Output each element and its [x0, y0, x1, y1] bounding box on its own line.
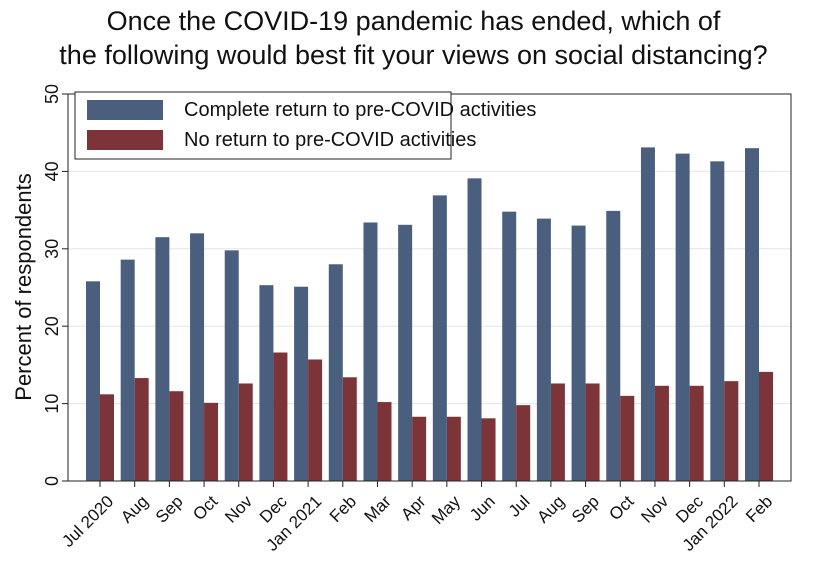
- chart-title-line-2: the following would best fit your views …: [59, 40, 768, 70]
- x-tick-label: Aug: [533, 492, 568, 527]
- x-tick-label: Mar: [361, 492, 395, 526]
- chart-title-line-1: Once the COVID-19 pandemic has ended, wh…: [106, 6, 721, 36]
- y-tick-label: 40: [42, 161, 62, 181]
- bar-no-return-16: [654, 385, 669, 481]
- y-tick-label: 0: [42, 476, 62, 486]
- bar-no-return-11: [481, 418, 496, 481]
- bar-no-return-9: [412, 416, 427, 481]
- x-tick-label: Feb: [742, 492, 776, 526]
- x-tick-label: Aug: [117, 492, 152, 527]
- bar-complete-return-11: [467, 178, 482, 481]
- x-tick-label: Jul 2020: [58, 492, 117, 551]
- x-tick-label: May: [428, 492, 464, 528]
- bar-no-return-12: [516, 405, 531, 481]
- bar-complete-return-8: [363, 222, 378, 481]
- bar-complete-return-0: [86, 281, 100, 481]
- x-tick-label: Sep: [152, 492, 187, 527]
- bar-complete-return-2: [155, 237, 170, 481]
- bar-no-return-10: [446, 416, 461, 481]
- legend-label-no-return: No return to pre-COVID activities: [184, 129, 476, 151]
- bar-complete-return-10: [432, 195, 447, 482]
- bar-complete-return-5: [259, 285, 274, 481]
- x-tick-label: Jul: [505, 492, 534, 521]
- bar-complete-return-4: [224, 250, 239, 481]
- bar-complete-return-13: [536, 218, 551, 481]
- bar-no-return-17: [689, 385, 704, 481]
- legend: Complete return to pre-COVID activities N…: [74, 91, 536, 160]
- bar-no-return-3: [204, 402, 219, 481]
- x-tick-label: Apr: [397, 492, 429, 524]
- bar-no-return-15: [620, 395, 635, 481]
- x-tick-label: Nov: [637, 492, 672, 527]
- bar-complete-return-12: [502, 211, 517, 481]
- y-tick-label: 50: [42, 84, 62, 104]
- bars: [86, 147, 773, 482]
- bar-no-return-0: [100, 394, 114, 481]
- bar-complete-return-19: [745, 148, 759, 481]
- bar-no-return-19: [759, 371, 773, 481]
- bar-no-return-8: [377, 402, 392, 481]
- bar-complete-return-18: [710, 161, 725, 481]
- y-tick-label: 20: [42, 316, 62, 336]
- bar-complete-return-3: [190, 233, 205, 481]
- bar-no-return-4: [238, 383, 253, 481]
- bar-complete-return-15: [606, 210, 621, 481]
- gridlines: [68, 170, 791, 405]
- bar-no-return-13: [550, 383, 565, 481]
- y-axis-title: Percent of respondents: [11, 173, 36, 400]
- bar-complete-return-6: [294, 286, 309, 481]
- bar-no-return-5: [273, 352, 288, 481]
- bar-no-return-14: [585, 383, 600, 481]
- x-tick-label: Oct: [605, 492, 637, 524]
- bar-complete-return-7: [328, 264, 343, 481]
- bar-complete-return-14: [571, 225, 586, 481]
- x-tick-label: Feb: [326, 492, 360, 526]
- bar-no-return-18: [724, 381, 739, 481]
- legend-label-complete-return: Complete return to pre-COVID activities: [184, 99, 536, 121]
- bar-complete-return-16: [640, 147, 655, 481]
- y-tick-label: 10: [42, 394, 62, 414]
- legend-swatch-no-return: [87, 130, 163, 150]
- x-tick-label: Oct: [189, 492, 221, 524]
- y-tick-label: 30: [42, 239, 62, 259]
- bar-no-return-6: [308, 359, 323, 481]
- bar-no-return-1: [134, 378, 149, 481]
- bar-no-return-7: [342, 377, 357, 481]
- bar-no-return-2: [169, 391, 184, 481]
- bar-complete-return-9: [398, 224, 413, 481]
- bar-complete-return-1: [120, 259, 135, 481]
- x-tick-label: Sep: [568, 492, 603, 527]
- x-tick-label: Jun: [466, 492, 499, 525]
- x-tick-label: Nov: [221, 492, 256, 527]
- legend-swatch-complete-return: [87, 100, 163, 120]
- bar-complete-return-17: [675, 153, 690, 481]
